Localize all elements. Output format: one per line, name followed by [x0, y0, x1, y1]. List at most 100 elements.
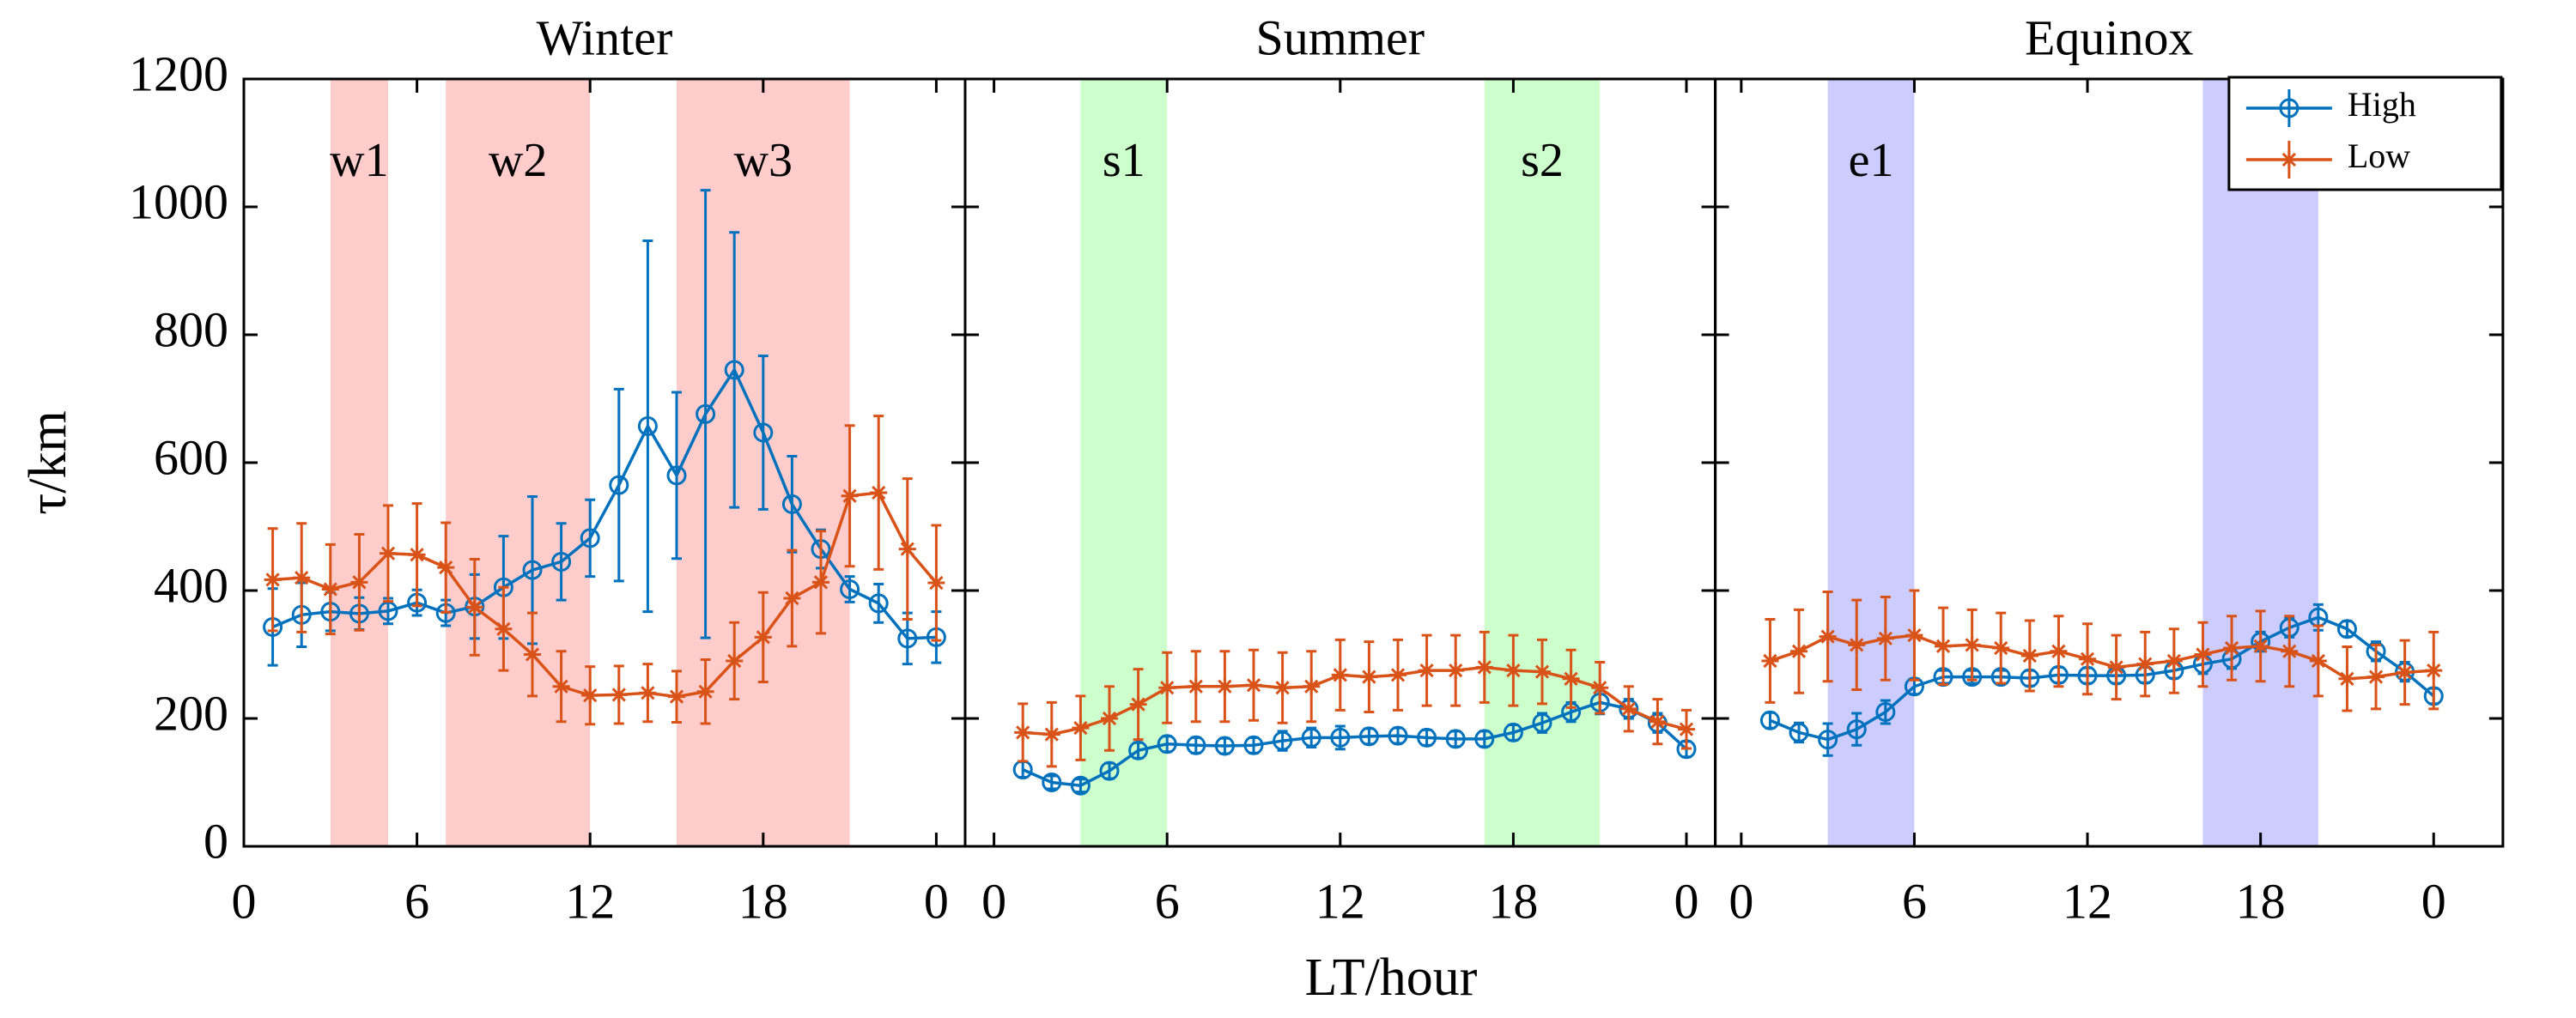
marker	[2279, 98, 2300, 118]
marker	[1101, 710, 1118, 727]
marker	[1475, 658, 1493, 676]
region	[1080, 79, 1168, 846]
marker	[1534, 663, 1551, 681]
panel-title: Winter	[537, 9, 673, 65]
legend-label: Low	[2348, 136, 2410, 175]
marker	[898, 540, 916, 558]
marker	[2194, 645, 2212, 664]
marker	[1042, 725, 1060, 743]
x-tick-label: 12	[565, 873, 615, 929]
marker	[1303, 677, 1321, 695]
marker	[264, 571, 282, 589]
marker	[2336, 619, 2357, 639]
x-tick-label: 0	[2421, 873, 2446, 929]
marker	[2020, 646, 2038, 664]
marker	[609, 475, 629, 495]
marker	[2281, 642, 2299, 660]
marker	[1789, 722, 1809, 742]
marker	[724, 360, 744, 380]
y-tick-label: 1000	[129, 173, 228, 229]
error-bar	[757, 354, 769, 511]
marker	[581, 687, 599, 705]
y-axis-label: τ/km	[19, 410, 77, 514]
marker	[2079, 650, 2097, 668]
marker	[2338, 670, 2356, 688]
marker	[1649, 712, 1667, 730]
marker	[1187, 677, 1205, 695]
series-line	[1022, 700, 1688, 788]
marker	[1759, 710, 1780, 730]
marker	[696, 682, 714, 700]
marker	[666, 465, 687, 486]
panel-title: Summer	[1256, 9, 1425, 65]
marker	[1158, 679, 1176, 697]
marker	[1591, 679, 1609, 697]
marker	[2251, 637, 2269, 655]
y-tick-label: 0	[204, 813, 228, 869]
marker	[350, 573, 368, 591]
marker	[812, 573, 829, 591]
marker	[437, 559, 455, 577]
x-tick-label: 6	[1155, 873, 1180, 929]
marker	[2396, 664, 2414, 682]
marker	[1157, 734, 1177, 754]
error-bar	[556, 522, 567, 602]
marker	[841, 487, 859, 505]
marker	[1678, 720, 1695, 738]
y-tick-label: 800	[154, 301, 228, 357]
marker	[2136, 655, 2154, 673]
error-bar	[1822, 722, 1833, 757]
marker	[726, 651, 744, 670]
region-label: w2	[489, 134, 547, 187]
marker	[639, 684, 657, 702]
region-label: s2	[1521, 134, 1564, 187]
region-label: w1	[330, 134, 388, 187]
x-tick-label: 0	[1728, 873, 1753, 929]
legend-box	[2227, 76, 2503, 191]
marker	[1875, 702, 1896, 723]
marker	[1504, 662, 1522, 680]
marker	[495, 620, 513, 638]
marker	[1360, 668, 1378, 686]
error-bar	[873, 583, 884, 624]
marker	[524, 645, 541, 664]
marker	[927, 574, 945, 592]
marker	[321, 580, 339, 598]
marker	[522, 560, 543, 580]
marker	[1243, 735, 1264, 755]
marker	[1358, 726, 1379, 747]
marker	[1876, 629, 1894, 647]
marker	[696, 403, 716, 424]
x-tick-label: 18	[738, 873, 788, 929]
marker	[2050, 642, 2068, 660]
y-tick-label: 200	[154, 685, 228, 741]
error-bar	[1851, 712, 1862, 747]
marker	[1992, 639, 2010, 657]
x-tick-label: 0	[1674, 873, 1699, 929]
marker	[1447, 662, 1465, 680]
marker	[1245, 676, 1262, 694]
error-bar	[1075, 778, 1086, 794]
y-tick-label: 400	[154, 557, 228, 613]
marker	[1216, 677, 1234, 695]
marker	[897, 628, 918, 649]
region	[1827, 79, 1915, 846]
x-axis-label: LT/hour	[1305, 948, 1478, 1007]
y-tick-label: 600	[154, 429, 228, 485]
x-tick-label: 12	[2063, 873, 2112, 929]
marker	[868, 593, 889, 614]
marker	[1330, 727, 1351, 748]
marker	[552, 677, 570, 695]
marker	[1935, 637, 1953, 655]
marker	[580, 528, 600, 548]
marker	[1761, 651, 1779, 670]
marker	[1819, 627, 1837, 645]
marker	[2165, 651, 2183, 670]
marker	[1129, 695, 1147, 713]
marker	[1214, 736, 1235, 756]
marker	[2280, 151, 2298, 168]
region-label: e1	[1849, 134, 1894, 187]
marker	[293, 569, 311, 587]
marker	[1389, 666, 1406, 684]
